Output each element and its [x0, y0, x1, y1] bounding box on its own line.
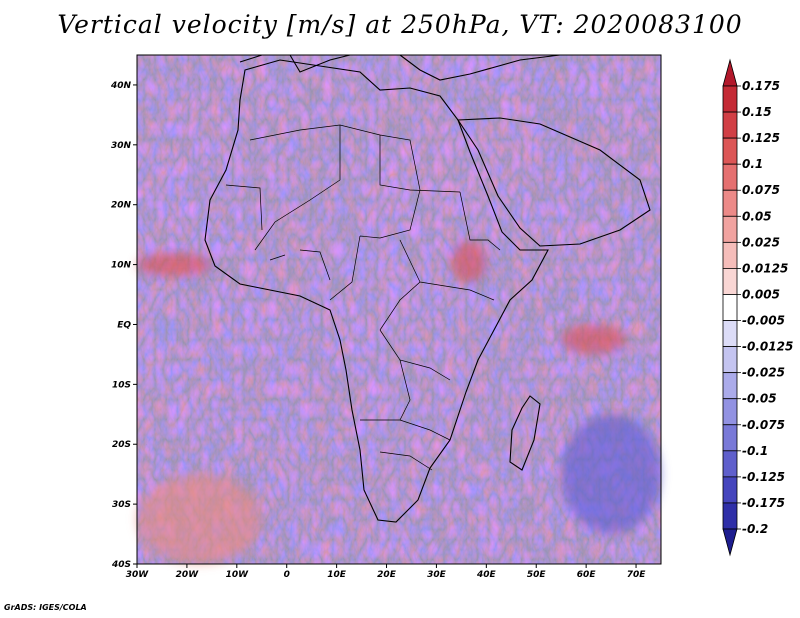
colorbar-swatch — [722, 502, 738, 530]
colorbar-swatch — [722, 424, 738, 452]
colorbar-label: 0.125 — [742, 131, 780, 145]
grads-credit: GrADS: IGES/COLA — [4, 603, 87, 612]
colorbar-swatch — [722, 476, 738, 504]
colorbar-label: 0.05 — [742, 209, 772, 223]
map-panel — [136, 54, 662, 565]
x-tick-label: 60E — [577, 570, 597, 580]
field-feature-2 — [561, 324, 627, 355]
field-feature-4 — [561, 414, 661, 535]
colorbar-swatch — [722, 111, 738, 139]
colorbar-label: 0.075 — [742, 183, 780, 197]
field-feature-3 — [137, 474, 262, 564]
africa-coastline — [204, 59, 549, 523]
borders — [225, 124, 501, 471]
colorbar-swatch — [722, 163, 738, 191]
colorbar-label: -0.025 — [742, 366, 785, 380]
colorbar: 0.175 0.15 0.125 0.1 0.075 0.05 0.025 0.0125 0.0… — [722, 58, 793, 557]
colorbar-label: 0.175 — [742, 79, 780, 93]
colorbar-swatch — [722, 320, 738, 347]
colorbar-swatch — [722, 85, 738, 113]
x-tick-label: 20E — [377, 570, 397, 580]
colorbar-label: -0.175 — [742, 496, 785, 510]
colorbar-label: -0.075 — [742, 418, 785, 432]
x-tick-label: 10E — [327, 570, 347, 580]
colorbar-label: 0.005 — [742, 287, 780, 301]
y-tick-label: 10S — [112, 380, 131, 390]
colorbar-bottom-triangle — [722, 528, 738, 557]
y-tick-label: 40S — [111, 560, 131, 570]
field-feature-1 — [451, 240, 487, 283]
colorbar-label: 0.0125 — [742, 261, 788, 275]
x-tick-label: 40E — [476, 570, 497, 580]
colorbar-label: 0.15 — [742, 105, 772, 119]
y-tick-label: 30N — [111, 141, 132, 151]
field-features — [137, 240, 661, 564]
coastlines — [204, 54, 651, 523]
y-tick-label: 30S — [112, 500, 131, 510]
y-tick-label: 20S — [112, 440, 131, 450]
colorbar-label: 0.025 — [742, 235, 780, 249]
x-tick-label: 30W — [126, 570, 150, 580]
colorbar-swatch — [722, 268, 738, 295]
europe-coastline — [239, 54, 561, 81]
y-axis: 40N 30N 20N 10N EQ 10S 20S 30S 40S — [110, 81, 137, 570]
border-lines — [225, 124, 501, 471]
colorbar-swatch — [722, 137, 738, 165]
colorbar-top-triangle — [722, 58, 738, 87]
field-feature-0 — [137, 252, 212, 277]
chart-title: Vertical velocity [m/s] at 250hPa, VT: 2… — [57, 10, 743, 39]
colorbar-label: -0.1 — [742, 444, 768, 458]
x-tick-label: 50E — [527, 570, 547, 580]
y-tick-label: EQ — [117, 320, 131, 330]
colorbar-swatch — [722, 398, 738, 426]
x-tick-label: 10W — [226, 570, 250, 580]
colorbar-swatch — [722, 294, 738, 321]
x-tick-label: 0 — [284, 570, 290, 580]
x-tick-label: 20W — [176, 570, 200, 580]
colorbar-swatch — [722, 372, 738, 400]
colorbar-swatch — [722, 241, 738, 269]
colorbar-label: -0.125 — [742, 470, 785, 484]
arabia-coastline — [457, 117, 651, 247]
map-frame — [136, 54, 662, 565]
y-tick-label: 40N — [110, 81, 132, 91]
x-axis: 30W 20W 10W 0 10E 20E 30E 40E 50E 60E 70E — [126, 564, 646, 580]
colorbar-swatch — [722, 215, 738, 243]
colorbar-swatch — [722, 450, 738, 478]
colorbar-swatch — [722, 189, 738, 217]
colorbar-swatch — [722, 346, 738, 374]
x-tick-label: 30E — [427, 570, 447, 580]
colorbar-label: -0.0125 — [742, 340, 793, 354]
colorbar-label: -0.05 — [742, 392, 777, 406]
colorbar-label: 0.1 — [742, 157, 763, 171]
chart-svg: 30W 20W 10W 0 10E 20E 30E 40E 50E 60E 70E 40N 30N 20… — [110, 54, 793, 580]
colorbar-label: -0.2 — [742, 522, 768, 536]
madagascar-coastline — [509, 395, 541, 471]
colorbar-label: -0.005 — [742, 314, 785, 328]
y-tick-label: 10N — [111, 261, 132, 271]
x-tick-label: 70E — [627, 570, 647, 580]
y-tick-label: 20N — [111, 201, 132, 211]
